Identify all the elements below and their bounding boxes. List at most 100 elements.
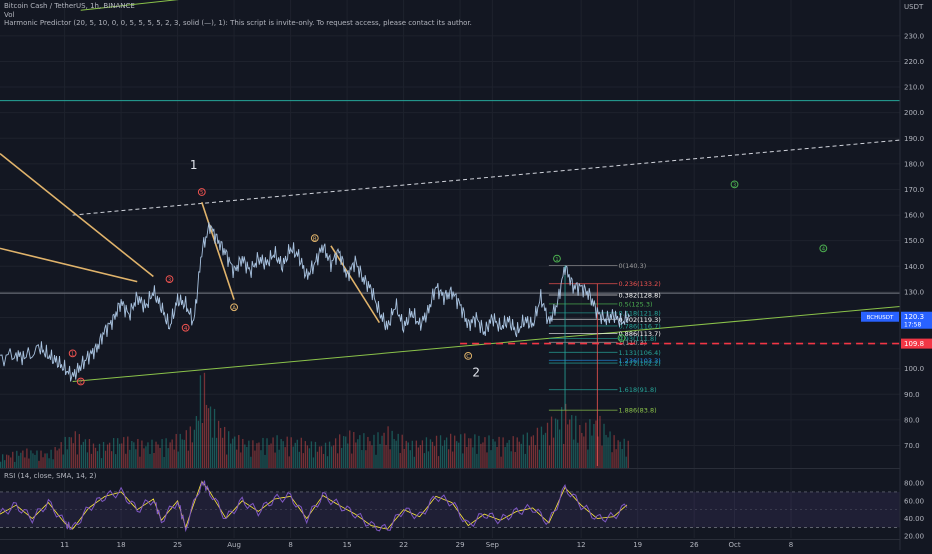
volume-bar xyxy=(387,426,389,468)
volume-bar xyxy=(538,449,541,468)
volume-bar xyxy=(185,430,187,468)
volume-bar xyxy=(560,407,563,468)
volume-bar xyxy=(542,434,545,468)
y-tick-label: 190.0 xyxy=(904,135,924,143)
volume-bar xyxy=(373,434,375,468)
volume-bar xyxy=(415,440,417,468)
volume-bar xyxy=(46,453,48,468)
volume-bar xyxy=(20,452,22,468)
volume-bar xyxy=(258,442,260,468)
volume-bar xyxy=(6,454,8,468)
volume-bar xyxy=(494,441,496,468)
volume-bar xyxy=(508,440,510,468)
volume-bar xyxy=(52,459,54,468)
volume-bar xyxy=(54,447,56,468)
volume-bar xyxy=(213,408,216,468)
volume-bar xyxy=(522,434,524,468)
volume-bar xyxy=(403,448,405,468)
volume-bar xyxy=(157,444,159,468)
volume-bar xyxy=(161,439,163,468)
volume-bar xyxy=(355,442,357,468)
volume-bar xyxy=(159,447,161,468)
wave-label: 1 xyxy=(190,158,198,172)
volume-bar xyxy=(613,435,615,468)
volume-bar xyxy=(0,461,2,468)
volume-bar xyxy=(183,439,185,468)
volume-bar xyxy=(62,454,64,468)
symbol-title: Bitcoin Cash / TetherUS, 1h, BINANCE xyxy=(4,2,135,10)
y-tick-label: 220.0 xyxy=(904,58,924,66)
volume-bar xyxy=(385,444,387,468)
fib-label: 0.236(133.2) xyxy=(618,280,660,288)
volume-bar xyxy=(597,436,599,468)
volume-bar xyxy=(302,453,304,468)
volume-bar xyxy=(579,425,581,468)
volume-bar xyxy=(223,426,226,468)
volume-bar xyxy=(379,443,381,468)
volume-bar xyxy=(316,451,319,468)
volume-bar xyxy=(399,452,401,468)
volume-bar xyxy=(391,430,393,468)
volume-bar xyxy=(236,449,238,468)
volume-bar xyxy=(484,437,486,468)
volume-bar xyxy=(238,435,240,468)
volume-bar xyxy=(92,443,95,468)
volume-bar xyxy=(110,451,113,468)
volume-bar xyxy=(40,450,42,468)
axis-background xyxy=(900,0,932,550)
volume-bar xyxy=(427,451,430,468)
volume-bar xyxy=(191,442,194,468)
volume-bar xyxy=(230,443,232,468)
volume-bar xyxy=(504,446,506,468)
volume-bar xyxy=(431,441,434,468)
volume-bar xyxy=(286,436,288,468)
volume-bar xyxy=(627,440,629,468)
pattern-point-marker xyxy=(68,349,77,358)
volume-bar xyxy=(193,429,196,468)
fib-label: 0.382(128.8) xyxy=(618,291,660,299)
volume-bar xyxy=(536,427,539,468)
volume-bar xyxy=(248,440,250,468)
rsi-tick-label: 80.00 xyxy=(904,480,924,488)
volume-bar xyxy=(593,424,595,468)
volume-bar xyxy=(234,436,236,468)
volume-bar xyxy=(80,444,83,468)
volume-bar xyxy=(452,451,454,468)
volume-bar xyxy=(409,450,411,468)
volume-bar xyxy=(292,446,294,468)
volume-bar xyxy=(284,447,286,468)
volume-bar xyxy=(300,437,302,468)
volume-bar xyxy=(439,435,442,468)
volume-bar xyxy=(115,454,117,468)
volume-bar xyxy=(108,442,111,468)
y-tick-label: 170.0 xyxy=(904,186,924,194)
volume-bar xyxy=(332,445,335,468)
volume-bar xyxy=(240,452,242,468)
volume-bar xyxy=(389,449,391,468)
volume-bar xyxy=(70,437,72,468)
volume-bar xyxy=(102,441,105,468)
volume-bar xyxy=(24,457,26,468)
volume-bar xyxy=(100,458,103,468)
x-tick-label: 8 xyxy=(288,541,292,549)
pattern-point-marker xyxy=(76,377,85,386)
volume-bar xyxy=(189,426,191,468)
symbol-tag xyxy=(861,311,899,322)
volume-bar xyxy=(575,415,577,468)
volume-bar xyxy=(330,446,333,468)
pattern-point-label: A xyxy=(232,305,236,311)
volume-bar xyxy=(147,442,149,468)
x-tick-label: 15 xyxy=(343,541,352,549)
volume-bar xyxy=(518,441,520,468)
volume-bar xyxy=(48,458,50,468)
volume-bar xyxy=(611,452,613,468)
volume-bar xyxy=(569,419,571,468)
volume-bar xyxy=(60,442,62,468)
volume-bar xyxy=(609,431,611,468)
volume-bar xyxy=(22,450,24,468)
volume-bar xyxy=(88,439,91,468)
volume-bar xyxy=(524,453,526,468)
